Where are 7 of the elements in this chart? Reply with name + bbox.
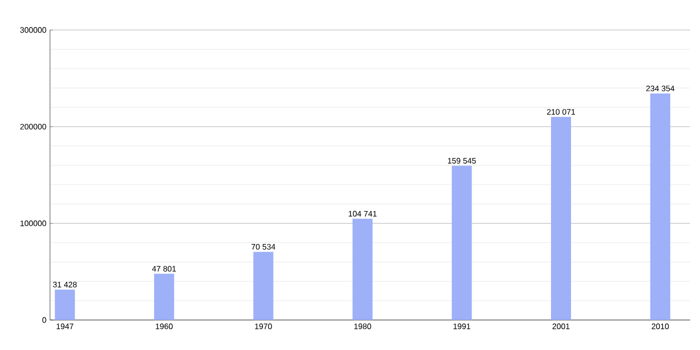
- bar: [551, 116, 572, 320]
- bar: [650, 93, 670, 320]
- bar: [352, 218, 373, 320]
- bar: [54, 290, 75, 320]
- bar: [253, 252, 274, 320]
- bar: [154, 274, 174, 320]
- bar: [452, 166, 472, 320]
